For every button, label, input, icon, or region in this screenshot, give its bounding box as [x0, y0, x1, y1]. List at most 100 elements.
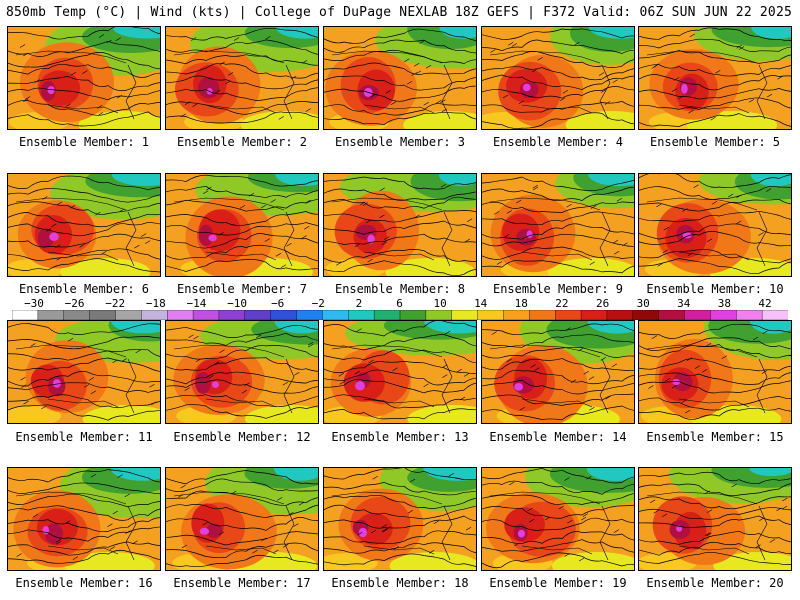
colorbar-tick-label: −18: [145, 297, 166, 310]
colorbar-swatch: [606, 310, 634, 320]
colorbar-swatch: [451, 310, 479, 320]
colorbar-swatch: [477, 310, 505, 320]
colorbar-swatch: [89, 310, 117, 320]
ensemble-member-label: Ensemble Member: 10: [646, 282, 784, 296]
colorbar-swatch: [348, 310, 375, 320]
temperature-map-image: [639, 174, 791, 276]
temperature-map-image: [166, 27, 318, 129]
colorbar-tick-label: −30: [24, 297, 44, 310]
colorbar-swatch: [270, 310, 298, 320]
temperature-map-image: [482, 174, 634, 276]
colorbar-swatch: [736, 310, 763, 320]
ensemble-member-map: [165, 173, 319, 277]
colorbar-tick-label: −2: [311, 297, 325, 310]
colorbar-swatch: [710, 310, 737, 320]
ensemble-member-label: Ensemble Member: 18: [331, 576, 469, 590]
ensemble-member-map: [7, 320, 161, 424]
colorbar-swatch: [166, 310, 194, 320]
ensemble-member-map: [323, 320, 477, 424]
temperature-map-image: [8, 468, 160, 570]
ensemble-member-label: Ensemble Member: 16: [15, 576, 153, 590]
colorbar-swatch: [37, 310, 65, 320]
colorbar-tick-label: −6: [271, 297, 285, 310]
ensemble-member-map: [481, 26, 635, 130]
temperature-map-image: [8, 174, 160, 276]
temperature-map-image: [8, 321, 160, 423]
colorbar-tick-labels: −30 −26 −22 −18 −14 −10 −6 −2 2 6 10 14 18 22 26 30 34 38…: [0, 0, 800, 310]
temperature-map-image: [324, 27, 476, 129]
colorbar-tick-label: −14: [186, 297, 207, 310]
ensemble-member-map: [7, 467, 161, 571]
temperature-map-image: [324, 468, 476, 570]
colorbar-tick-label: 10: [433, 297, 447, 310]
colorbar-swatch: [529, 310, 556, 320]
temperature-map-image: [166, 321, 318, 423]
temperature-map-image: [324, 321, 476, 423]
temperature-map-image: [639, 321, 791, 423]
ensemble-member-label: Ensemble Member: 2: [176, 135, 308, 149]
colorbar-swatch: [632, 310, 660, 320]
ensemble-member-label: Ensemble Member: 7: [176, 282, 308, 296]
ensemble-member-map: [165, 26, 319, 130]
temperature-map-image: [166, 174, 318, 276]
colorbar-swatch: [555, 310, 582, 320]
colorbar-swatch: [761, 310, 788, 320]
colorbar-tick-label: 18: [514, 297, 528, 310]
colorbar-swatch: [399, 310, 427, 320]
colorbar-tick-label: 34: [677, 297, 691, 310]
temperature-map-image: [482, 321, 634, 423]
colorbar-tick-label: 30: [636, 297, 650, 310]
colorbar-tick-label: −26: [64, 297, 85, 310]
temperature-map-image: [639, 468, 791, 570]
colorbar-tick-label: −22: [105, 297, 126, 310]
ensemble-member-label: Ensemble Member: 19: [489, 576, 627, 590]
ensemble-member-label: Ensemble Member: 17: [173, 576, 311, 590]
temperature-map-image: [482, 27, 634, 129]
colorbar-swatch: [218, 310, 246, 320]
ensemble-member-map: [638, 320, 792, 424]
ensemble-member-map: [481, 320, 635, 424]
colorbar-swatch: [322, 310, 349, 320]
colorbar-swatch: [684, 310, 712, 320]
colorbar-swatch: [192, 310, 220, 320]
ensemble-member-label: Ensemble Member: 15: [646, 430, 784, 444]
ensemble-member-map: [7, 26, 161, 130]
colorbar-swatch: [115, 310, 143, 320]
ensemble-member-label: Ensemble Member: 11: [15, 430, 153, 444]
ensemble-member-map: [638, 467, 792, 571]
ensemble-member-map: [7, 173, 161, 277]
colorbar-swatch: [373, 310, 401, 320]
ensemble-member-label: Ensemble Member: 20: [646, 576, 784, 590]
ensemble-member-map: [638, 26, 792, 130]
colorbar-tick-label: 22: [555, 297, 569, 310]
ensemble-member-label: Ensemble Member: 14: [489, 430, 627, 444]
ensemble-member-map: [481, 467, 635, 571]
colorbar-swatch: [658, 310, 686, 320]
colorbar-swatch: [12, 310, 39, 320]
temperature-map-image: [482, 468, 634, 570]
ensemble-member-label: Ensemble Member: 6: [18, 282, 150, 296]
colorbar-tick-label: 2: [355, 297, 363, 310]
colorbar-swatch: [503, 310, 531, 320]
temperature-map-image: [324, 174, 476, 276]
colorbar-swatch: [296, 310, 324, 320]
colorbar-tick-label: 42: [758, 297, 772, 310]
temperature-colorbar: [12, 310, 788, 320]
header-right: 18Z GEFS | F372 Valid: 06Z SUN JUN 22 20…: [454, 5, 792, 20]
ensemble-member-label: Ensemble Member: 12: [173, 430, 311, 444]
colorbar-tick-label: 26: [595, 297, 610, 310]
ensemble-member-map: [323, 467, 477, 571]
colorbar-swatch: [63, 310, 91, 320]
colorbar-tick-label: −10: [227, 297, 248, 310]
ensemble-member-map: [323, 173, 477, 277]
temperature-map-image: [639, 27, 791, 129]
temperature-map-image: [8, 27, 160, 129]
temperature-map-image: [166, 468, 318, 570]
colorbar-swatch: [580, 310, 608, 320]
ensemble-member-map: [165, 320, 319, 424]
ensemble-member-label: Ensemble Member: 5: [649, 135, 781, 149]
ensemble-member-label: Ensemble Member: 13: [331, 430, 469, 444]
header-left: 850mb Temp (°C) | Wind (kts) | College o…: [6, 5, 448, 20]
ensemble-member-label: Ensemble Member: 3: [334, 135, 466, 149]
